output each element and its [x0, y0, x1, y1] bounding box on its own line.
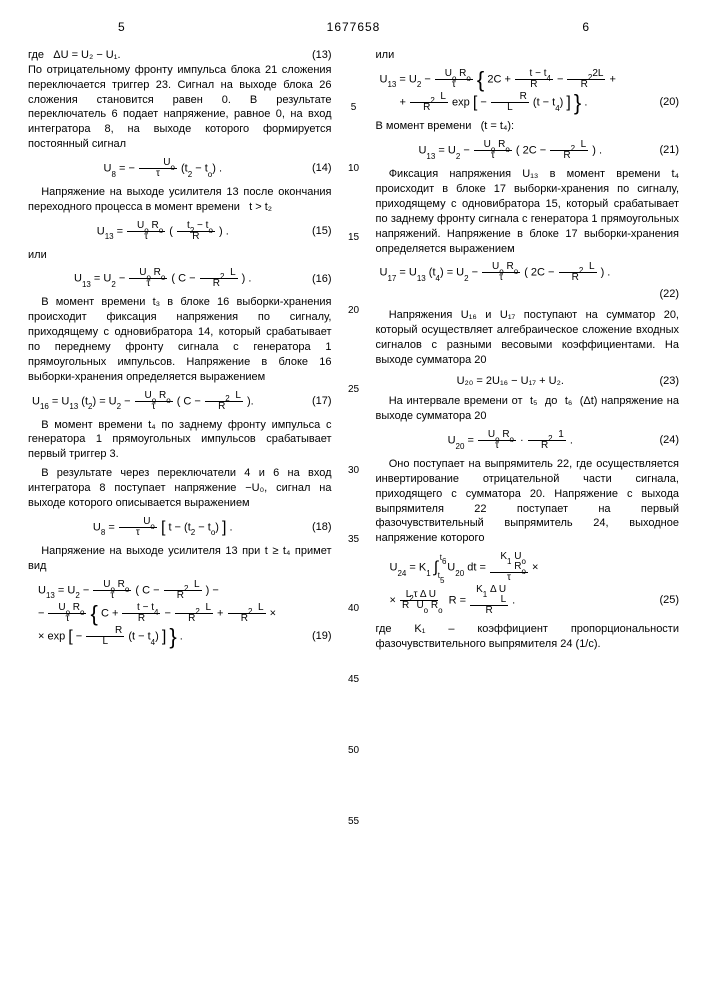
- eq19-line2: − Uo Roτ { C + t − t4R − LR2 + LR2 ×: [28, 603, 332, 624]
- eq25-line1: U24 = K1 ∫t5t6 U20 dt = K1 Uo Roτ ×: [376, 552, 680, 583]
- gutter-mark: 15: [348, 232, 359, 243]
- gutter-mark: 55: [348, 816, 359, 827]
- eq23-body: U₂₀ = 2U₁₆ − U₁₇ + U₂.: [376, 374, 646, 389]
- eq13-where: где ΔU = U₂ − U₁.: [28, 48, 298, 63]
- eq23-number: (23): [645, 374, 679, 389]
- eq22: U17 = U13 (t4) = U2 − Uo Roτ ( 2C − LR2 …: [376, 262, 680, 283]
- eq13-number: (13): [298, 48, 332, 63]
- eq24: U20 = Uo Roτ · 1R2 . (24): [376, 430, 680, 451]
- eq21: U13 = U2 − Uo Roτ ( 2C − LR2 ) . (21): [376, 140, 680, 161]
- left-column: где ΔU = U₂ − U₁. (13) По отрицательному…: [28, 48, 332, 827]
- eq19-line1: U13 = U2 − Uo Roτ ( C − LR2 ) −: [28, 580, 332, 601]
- eq16: U13 = U2 − Uo Roτ ( C − LR2 ) . (16): [28, 268, 332, 289]
- eq18-number: (18): [298, 520, 332, 535]
- eq17: U16 = U13 (t2) = U2 − Uo Roτ ( C − LR2 )…: [28, 391, 332, 412]
- eq15: U13 = Uo Roτ ( t2 − toR ) . (15): [28, 221, 332, 242]
- para-l2: Напряжение на выходе усилителя 13 после …: [28, 185, 332, 215]
- eq17-number: (17): [298, 394, 332, 409]
- para-r7: где K₁ – коэффициент пропорциональности …: [376, 622, 680, 652]
- eq23: U₂₀ = 2U₁₆ − U₁₇ + U₂. (23): [376, 374, 680, 389]
- gutter-mark: 35: [348, 534, 359, 545]
- para-l4: В момент времени t₃ в блоке 16 выборки-х…: [28, 295, 332, 384]
- eq20-number: (20): [645, 95, 679, 110]
- para-l7: Напряжение на выходе усилителя 13 при t …: [28, 544, 332, 574]
- page-num-left: 5: [118, 20, 125, 34]
- para-r2: В момент времени (t = t₄):: [376, 119, 680, 134]
- page-num-right: 6: [582, 20, 589, 34]
- eq24-number: (24): [645, 433, 679, 448]
- eq21-number: (21): [645, 143, 679, 158]
- para-r6: Оно поступает на выпрямитель 22, где осу…: [376, 457, 680, 546]
- para-r1: или: [376, 48, 680, 63]
- para-l6: В результате через переключатели 4 и 6 н…: [28, 466, 332, 511]
- right-column: или U13 = U2 − Uo Roτ { 2C + t − t4R − 2…: [376, 48, 680, 827]
- eq25-number: (25): [645, 593, 679, 608]
- eq15-number: (15): [298, 224, 332, 239]
- eq19-line3: × exp [ − RL (t − t4) ] } . (19): [28, 626, 332, 648]
- columns-container: где ΔU = U₂ − U₁. (13) По отрицательному…: [28, 48, 679, 827]
- page: 5 1677658 6 где ΔU = U₂ − U₁. (13) По от…: [0, 0, 707, 1000]
- para-l1: По отрицательному фронту импульса блока …: [28, 63, 332, 152]
- para-r4: Напряжения U₁₆ и U₁₇ поступают на суммат…: [376, 308, 680, 367]
- eq19-number: (19): [298, 629, 332, 644]
- gutter-mark: 25: [348, 384, 359, 395]
- para-r3: Фиксация напряжения U₁₃ в момент времени…: [376, 167, 680, 256]
- para-l5: В момент времени t₄ по заднему фронту им…: [28, 418, 332, 463]
- eq20-line2: + LR2 exp [ − RL (t − t4) ] } . (20): [376, 92, 680, 114]
- eq14-number: (14): [298, 161, 332, 176]
- gutter-mark: 45: [348, 674, 359, 685]
- eq20-line1: U13 = U2 − Uo Roτ { 2C + t − t4R − 2LR2 …: [376, 69, 680, 90]
- gutter-mark: 5: [351, 102, 357, 113]
- para-l3: или: [28, 248, 332, 263]
- gutter-mark: 30: [348, 465, 359, 476]
- line-number-gutter: 5 10 15 20 25 30 35 40 45 50 55: [346, 48, 362, 827]
- gutter-mark: 40: [348, 603, 359, 614]
- gutter-mark: 50: [348, 745, 359, 756]
- para-r5: На интервале времени от t₅ до t₆ (Δt) на…: [376, 394, 680, 424]
- eq18: U8 = Uoτ [ t − (t2 − to) ] . (18): [28, 517, 332, 539]
- eq25-line2: × L τ Δ UR2 Uo Ro R = K1 Δ U LR . (25): [376, 585, 680, 616]
- page-header: 5 1677658 6: [28, 20, 679, 48]
- doc-number: 1677658: [327, 20, 381, 34]
- eq16-number: (16): [298, 272, 332, 287]
- gutter-mark: 20: [348, 305, 359, 316]
- eq22-number: (22): [659, 288, 679, 300]
- eq14: U8 = − Uoτ (t2 − to) . (14): [28, 158, 332, 179]
- gutter-mark: 10: [348, 163, 359, 174]
